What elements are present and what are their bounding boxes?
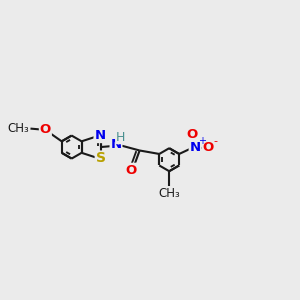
Text: N: N xyxy=(110,138,122,151)
Text: O: O xyxy=(202,141,214,154)
Text: CH₃: CH₃ xyxy=(7,122,29,135)
Text: N: N xyxy=(94,129,106,142)
Text: CH₃: CH₃ xyxy=(158,187,180,200)
Text: O: O xyxy=(40,123,51,136)
Text: N: N xyxy=(190,141,201,154)
Text: H: H xyxy=(116,130,125,144)
Text: O: O xyxy=(187,128,198,141)
Text: +: + xyxy=(198,136,206,146)
Text: -: - xyxy=(214,136,218,146)
Text: O: O xyxy=(126,164,137,177)
Text: S: S xyxy=(95,152,106,165)
